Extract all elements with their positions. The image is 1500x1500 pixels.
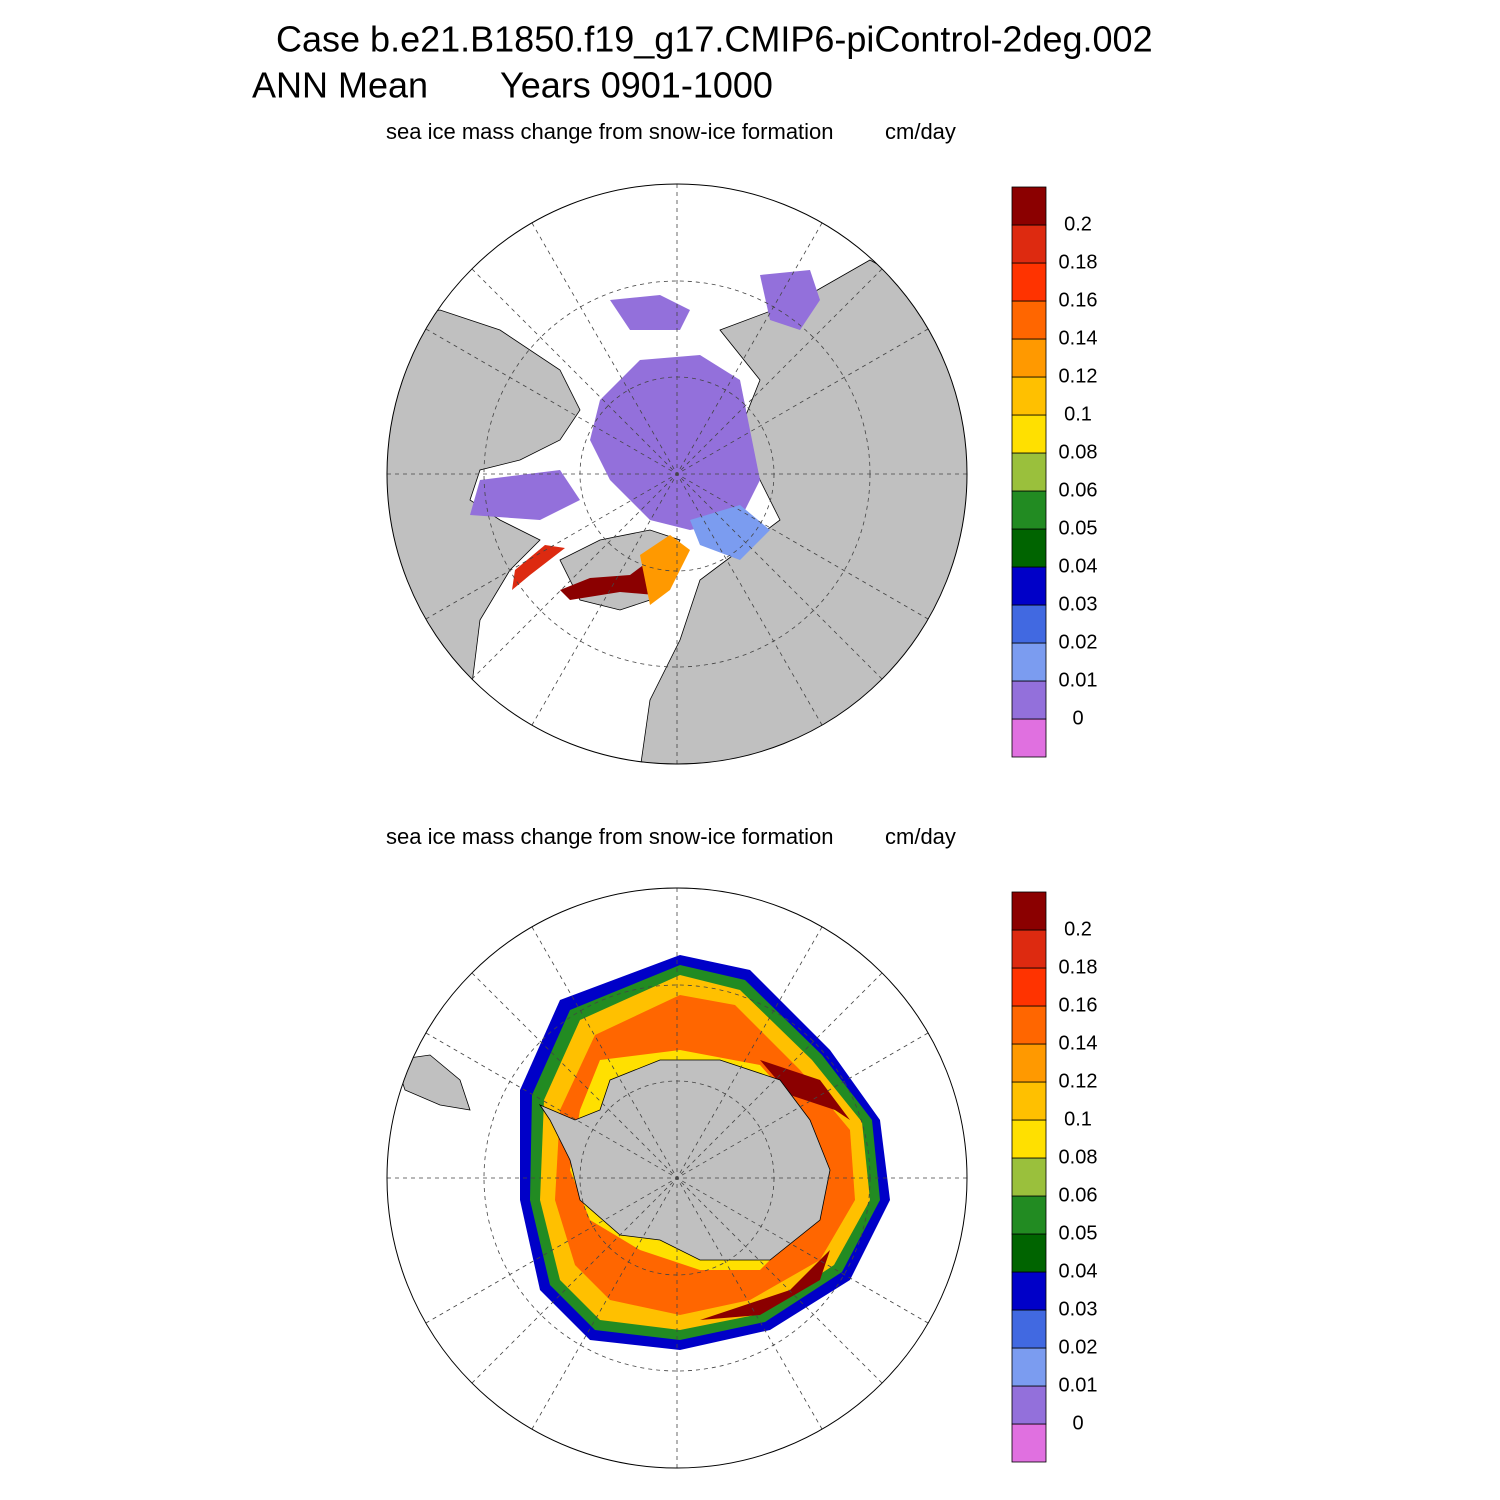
title: Case b.e21.B1850.f19_g17.CMIP6-piControl…: [276, 19, 1153, 60]
colorbar-box: [1011, 1119, 1047, 1159]
colorbar-box: [1011, 1195, 1047, 1235]
subtitle: ANN Mean: [252, 65, 428, 106]
colorbar-box: [1011, 718, 1047, 758]
colorbar-box: [1011, 680, 1047, 720]
colorbar-label: 0: [1072, 1412, 1083, 1434]
land: [394, 1054, 471, 1111]
colorbar-label: 0.12: [1059, 1070, 1098, 1092]
land: [387, 309, 581, 701]
colorbar-label: 0.16: [1059, 289, 1098, 311]
colorbar-box: [1011, 1309, 1047, 1349]
ice: [610, 295, 690, 330]
south-map: [394, 955, 890, 1350]
colorbar-box: [1011, 376, 1047, 416]
colorbar-box: [1011, 1423, 1047, 1463]
colorbar-label: 0.04: [1059, 555, 1098, 577]
ice: [512, 545, 565, 590]
colorbar-label: 0.05: [1059, 1222, 1098, 1244]
colorbar-label: 0.14: [1059, 1032, 1098, 1054]
colorbar-label: 0.08: [1059, 441, 1098, 463]
colorbar-box: [1011, 1081, 1047, 1121]
colorbar-box: [1011, 300, 1047, 340]
colorbar-box: [1011, 1157, 1047, 1197]
north-grid: [386, 183, 968, 765]
colorbar-box: [1011, 604, 1047, 644]
colorbar-label: 0.1: [1064, 1108, 1092, 1130]
colorbar-label: 0.03: [1059, 593, 1098, 615]
colorbar-box: [1011, 224, 1047, 264]
ice: [700, 1250, 830, 1320]
colorbar-label: 0.08: [1059, 1146, 1098, 1168]
panel-units: cm/day: [885, 119, 956, 144]
ice: [640, 535, 690, 605]
ice: [590, 355, 760, 530]
colorbar-label: 0.18: [1059, 251, 1098, 273]
colorbar-label: 0.06: [1059, 1184, 1098, 1206]
colorbar-box: [1011, 528, 1047, 568]
colorbar-label: 0.1: [1064, 403, 1092, 425]
ice: [470, 470, 580, 520]
south-grid: [386, 887, 968, 1469]
colorbar-label: 0.03: [1059, 1298, 1098, 1320]
colorbar-label: 0: [1072, 707, 1083, 729]
colorbar-box: [1011, 186, 1047, 226]
colorbar-box: [1011, 1043, 1047, 1083]
colorbar-box: [1011, 490, 1047, 530]
panel-label: sea ice mass change from snow-ice format…: [386, 119, 834, 144]
north-map: [387, 259, 967, 764]
colorbar-box: [1011, 452, 1047, 492]
colorbar-label: 0.04: [1059, 1260, 1098, 1282]
colorbar-box: [1011, 891, 1047, 931]
colorbar-label: 0.01: [1059, 669, 1098, 691]
colorbar-box: [1011, 642, 1047, 682]
colorbar-label: 0.16: [1059, 994, 1098, 1016]
ice: [690, 505, 770, 560]
colorbar-box: [1011, 1385, 1047, 1425]
colorbar-label: 0.01: [1059, 1374, 1098, 1396]
years: Years 0901-1000: [500, 65, 773, 106]
colorbar-label: 0.18: [1059, 956, 1098, 978]
colorbar-box: [1011, 967, 1047, 1007]
colorbar-box: [1011, 929, 1047, 969]
colorbar-box: [1011, 566, 1047, 606]
ice: [760, 270, 820, 330]
antarctica: [538, 1059, 831, 1261]
panel-units: cm/day: [885, 824, 956, 849]
colorbar-label: 0.06: [1059, 479, 1098, 501]
colorbar-box: [1011, 1271, 1047, 1311]
panel-label: sea ice mass change from snow-ice format…: [386, 824, 834, 849]
colorbar-box: [1011, 1233, 1047, 1273]
colorbar-box: [1011, 414, 1047, 454]
colorbar-box: [1011, 262, 1047, 302]
colorbar-label: 0.14: [1059, 327, 1098, 349]
colorbar-label: 0.12: [1059, 365, 1098, 387]
colorbar-label: 0.05: [1059, 517, 1098, 539]
colorbar-label: 0.2: [1064, 213, 1092, 235]
colorbar-box: [1011, 1347, 1047, 1387]
colorbar-label: 0.02: [1059, 631, 1098, 653]
colorbar-box: [1011, 338, 1047, 378]
ice: [760, 1060, 850, 1120]
colorbar-label: 0.2: [1064, 918, 1092, 940]
ice: [560, 560, 655, 600]
colorbar-label: 0.02: [1059, 1336, 1098, 1358]
colorbar-box: [1011, 1005, 1047, 1045]
